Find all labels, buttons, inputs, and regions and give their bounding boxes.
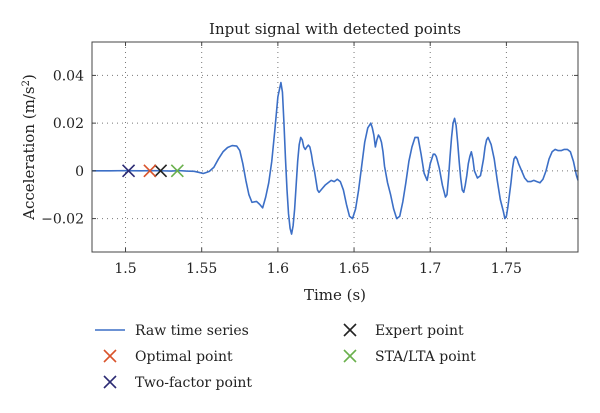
legend-swatch-x bbox=[343, 323, 357, 337]
legend-item-raw-time-series: Raw time series bbox=[95, 323, 249, 339]
y-tick-label: 0.04 bbox=[53, 68, 84, 84]
detected-points bbox=[121, 164, 184, 178]
chart-title: Input signal with detected points bbox=[209, 20, 461, 38]
point-marker-two-factor-point bbox=[121, 164, 136, 178]
y-tick-label: −0.02 bbox=[41, 212, 84, 228]
x-axis-label: Time (s) bbox=[304, 286, 366, 304]
legend-swatch-x bbox=[103, 375, 117, 389]
point-marker-expert-point bbox=[153, 164, 168, 178]
signal-series bbox=[92, 81, 579, 235]
x-tick-label: 1.5 bbox=[114, 261, 136, 277]
x-tick-label: 1.75 bbox=[491, 261, 522, 277]
series-line-raw-time-series bbox=[92, 81, 579, 235]
legend-label: Optimal point bbox=[135, 349, 233, 365]
legend-item-optimal-point: Optimal point bbox=[103, 349, 233, 365]
legend-label: Two-factor point bbox=[135, 375, 252, 391]
point-marker-sta-lta-point bbox=[170, 164, 184, 178]
legend-label: Expert point bbox=[375, 323, 464, 339]
legend: Raw time series Expert point Optimal point… bbox=[95, 323, 476, 391]
legend-swatch-x bbox=[103, 349, 117, 363]
legend-item-two-factor-point: Two-factor point bbox=[103, 375, 252, 391]
y-ticks: 0.04 0.02 0 −0.02 bbox=[41, 68, 578, 228]
y-axis-label-main: Acceleration (m/s bbox=[20, 86, 38, 220]
x-tick-label: 1.7 bbox=[419, 261, 441, 277]
legend-swatch-x bbox=[343, 349, 357, 363]
legend-label: Raw time series bbox=[135, 323, 249, 339]
y-axis-label: Acceleration (m/s2) bbox=[20, 74, 38, 221]
y-tick-label: 0 bbox=[75, 164, 84, 180]
point-marker-optimal-point bbox=[143, 164, 157, 178]
y-axis-label-superscript: 2 bbox=[21, 80, 32, 86]
x-tick-label: 1.55 bbox=[186, 261, 217, 277]
x-ticks: 1.5 1.55 1.6 1.65 1.7 1.75 bbox=[114, 42, 522, 277]
legend-item-expert-point: Expert point bbox=[343, 323, 464, 339]
legend-label: STA/LTA point bbox=[375, 349, 476, 365]
y-axis-label-close: ) bbox=[20, 74, 38, 80]
plot-frame bbox=[91, 41, 579, 253]
y-tick-label: 0.02 bbox=[53, 116, 84, 132]
grid bbox=[92, 42, 578, 252]
x-tick-label: 1.65 bbox=[338, 261, 369, 277]
x-tick-label: 1.6 bbox=[267, 261, 289, 277]
legend-item-sta-lta-point: STA/LTA point bbox=[343, 349, 476, 365]
